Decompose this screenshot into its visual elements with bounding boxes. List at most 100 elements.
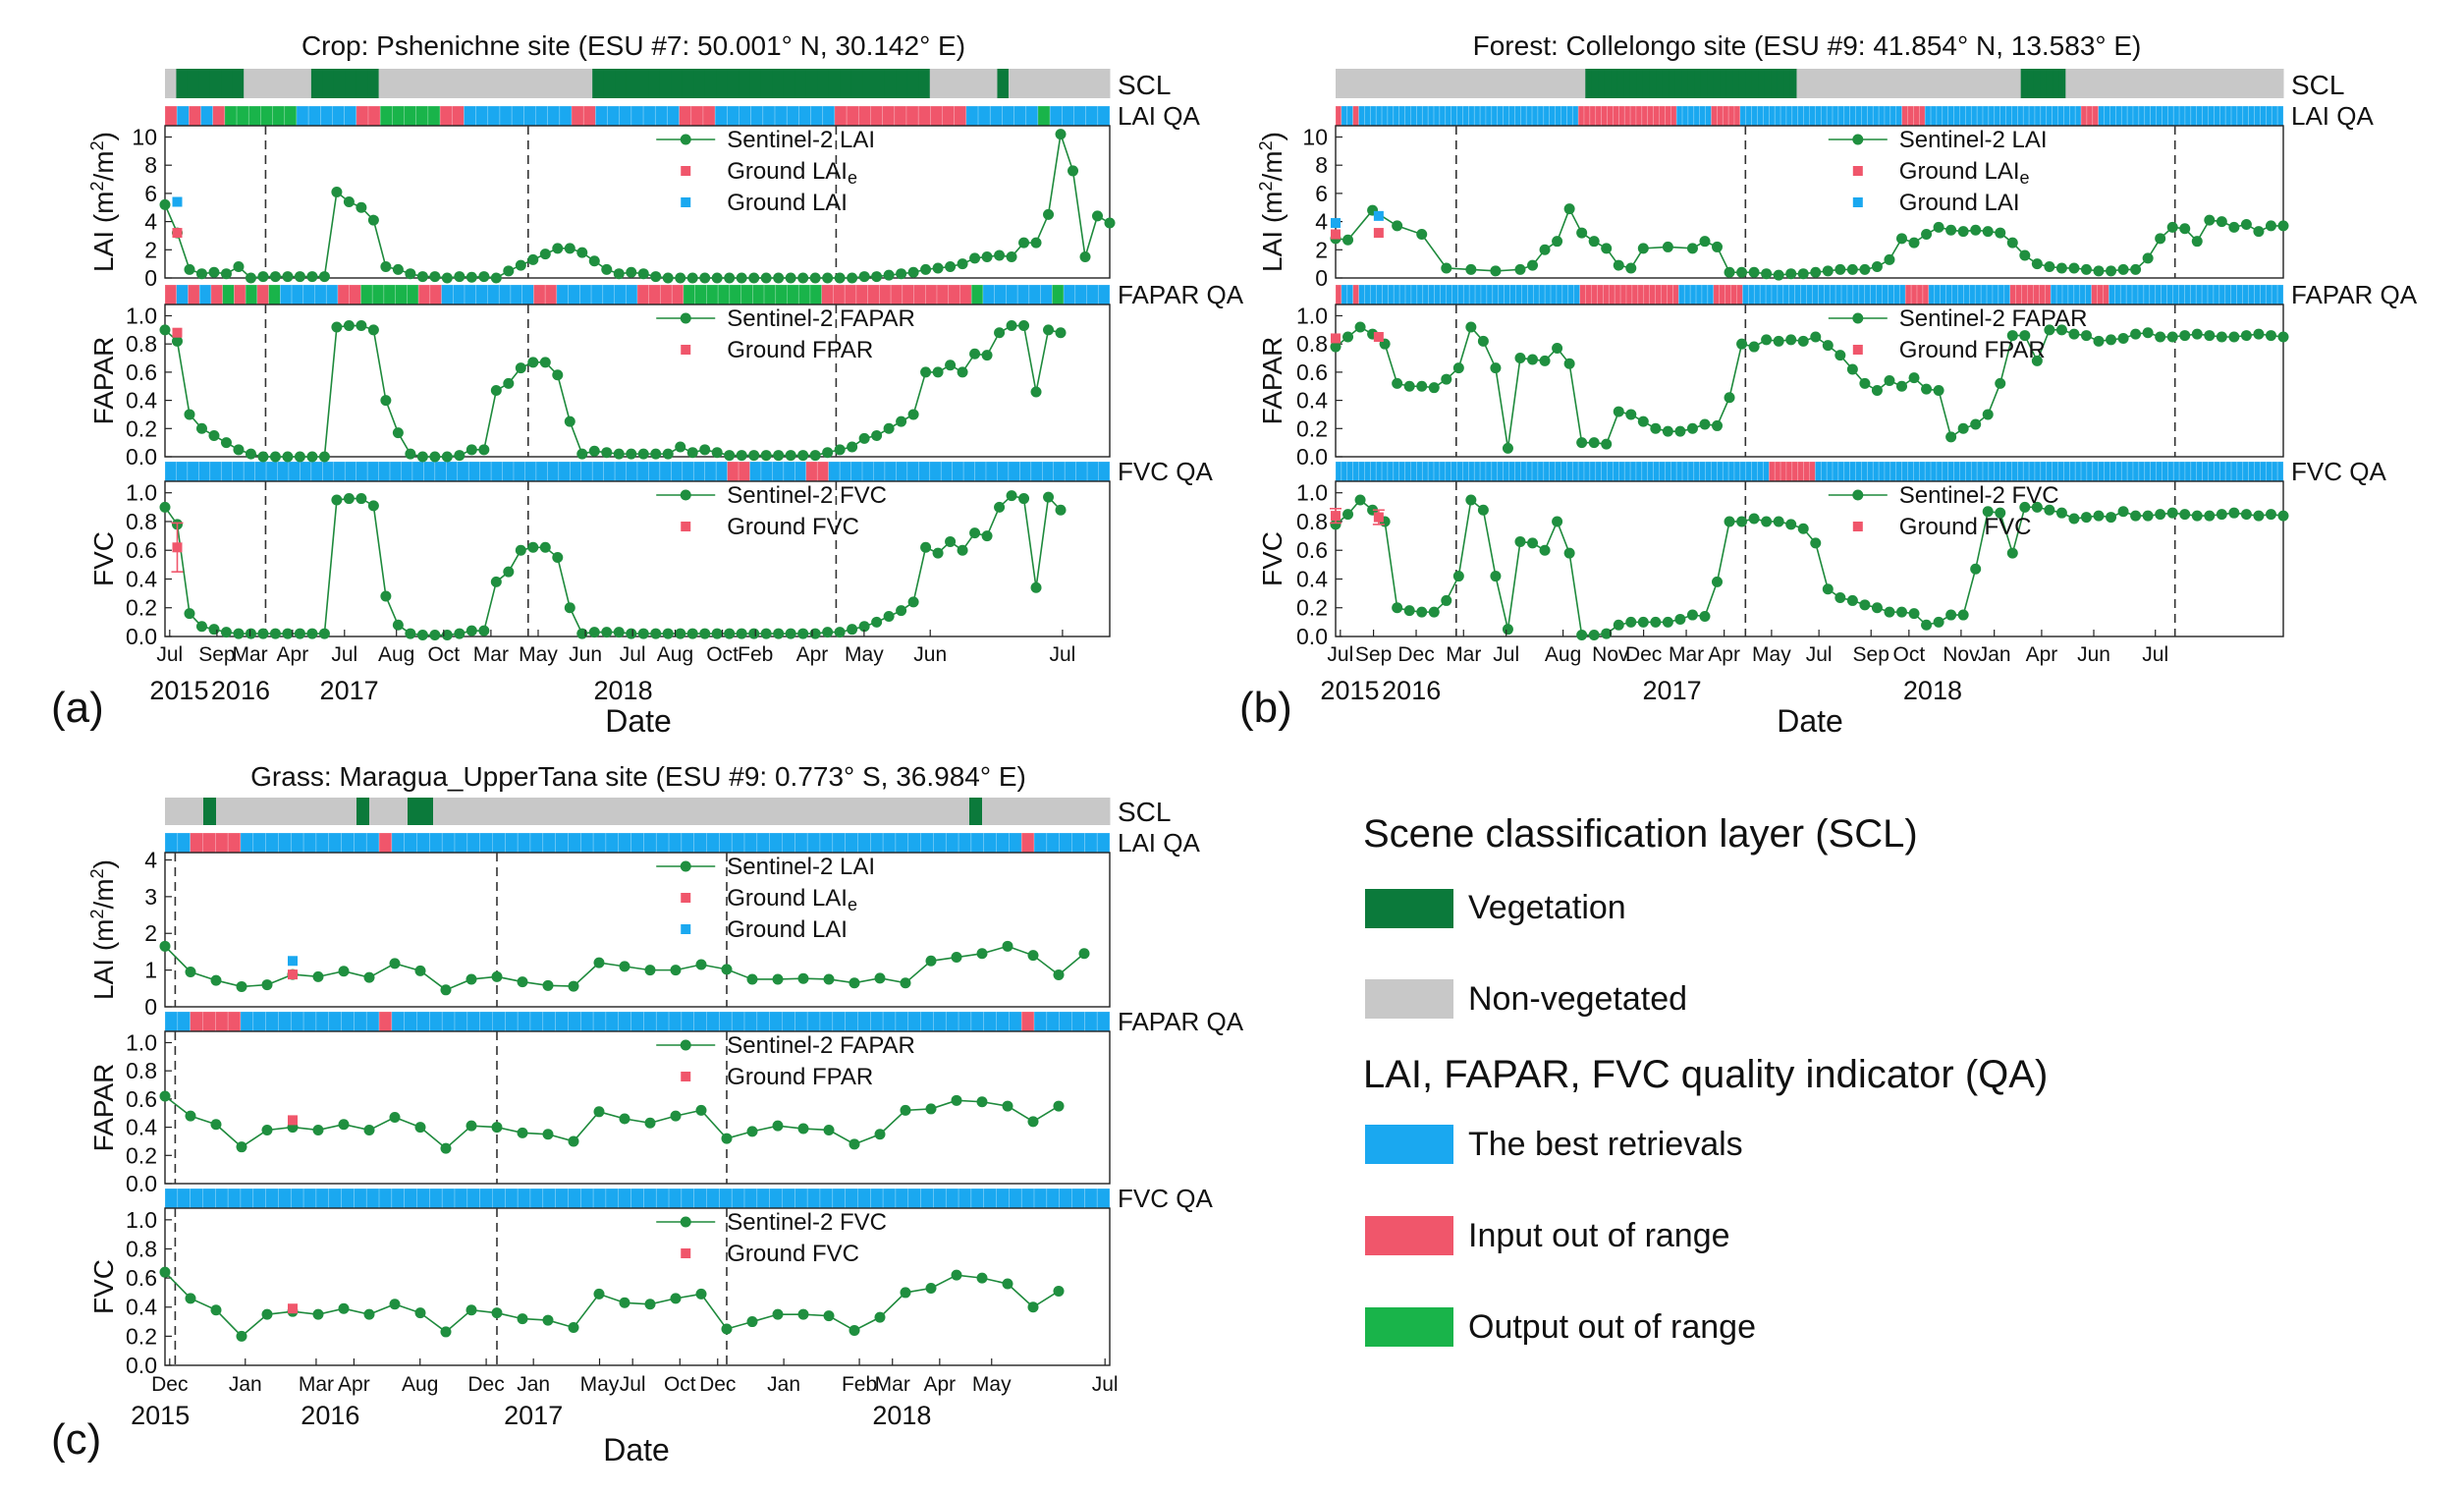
data-point <box>785 450 796 462</box>
data-point <box>748 450 760 462</box>
qa-cell <box>2201 284 2209 305</box>
data-point <box>2204 510 2216 522</box>
qa-cell <box>704 461 717 482</box>
qa-cell <box>176 461 189 482</box>
qa-cell <box>2125 284 2133 305</box>
data-point <box>695 1288 707 1300</box>
qa-cell <box>1785 461 1793 482</box>
qa-cell <box>845 1011 858 1032</box>
qa-cell <box>379 105 393 127</box>
data-point <box>695 1104 707 1116</box>
qa-cell <box>769 1011 783 1032</box>
data-point <box>2055 324 2067 336</box>
data-point <box>1724 392 1735 404</box>
scl-cell <box>682 69 694 98</box>
qa-cell <box>970 1011 985 1032</box>
scl-cell <box>1046 798 1060 825</box>
qa-cell <box>176 105 190 127</box>
data-point <box>1588 236 1600 248</box>
legend-entry: Ground LAIe <box>727 158 857 188</box>
data-point <box>389 1299 401 1310</box>
data-point <box>257 628 269 639</box>
y-tick-label: 0.6 <box>1296 537 1328 563</box>
data-point <box>920 263 932 275</box>
scl-cell <box>1508 69 1516 98</box>
data-point <box>1822 340 1834 352</box>
qa-cell <box>1913 461 1920 482</box>
x-month-label: Dec <box>1397 643 1434 666</box>
chart-c-ylabel-fvc: FVC <box>88 1259 119 1314</box>
scl-cell <box>2122 69 2131 98</box>
qa-cell <box>356 105 369 127</box>
scl-cell <box>2001 69 2009 98</box>
scl-cell <box>603 69 616 98</box>
data-point <box>490 272 502 284</box>
qa-cell <box>513 461 525 482</box>
data-point <box>1982 409 1994 420</box>
qa-cell <box>1613 105 1619 127</box>
data-point <box>1945 609 1957 621</box>
qa-cell <box>996 1188 1010 1209</box>
qa-cell <box>1693 461 1701 482</box>
scl-cell <box>884 69 897 98</box>
qa-cell <box>1730 284 1737 305</box>
qa-cell <box>2149 284 2157 305</box>
data-point <box>748 628 760 639</box>
scl-cell <box>345 69 357 98</box>
scl-cell <box>277 69 290 98</box>
qa-cell <box>1033 832 1048 854</box>
qa-cell <box>1422 284 1430 305</box>
x-month-label: May <box>580 1373 620 1396</box>
data-point <box>675 628 686 639</box>
qa-cell <box>2022 105 2030 127</box>
qa-cell <box>2131 284 2139 305</box>
data-point <box>306 451 318 463</box>
qa-cell <box>322 461 335 482</box>
x-month-label: May <box>972 1373 1012 1396</box>
qa-cell <box>2138 105 2146 127</box>
data-point <box>2142 327 2154 339</box>
qa-cell <box>212 105 226 127</box>
data-point <box>1342 509 1354 521</box>
scl-cell <box>2155 69 2163 98</box>
qa-cell <box>1876 284 1883 305</box>
qa-cell <box>920 1188 934 1209</box>
data-point <box>1625 262 1637 274</box>
qa-cell <box>344 461 356 482</box>
data-point <box>1452 571 1464 582</box>
chart-a-ylabel-fapar: FAPAR <box>88 337 119 425</box>
qa-cell <box>467 461 480 482</box>
qa-cell <box>668 1188 683 1209</box>
plot-frame <box>164 125 1111 279</box>
qa-cell <box>970 284 984 305</box>
x-month-label: Apr <box>277 643 309 666</box>
legend-marker-sample <box>1852 489 1864 501</box>
qa-cell <box>1725 284 1731 305</box>
data-point <box>951 952 962 964</box>
scl-cell <box>1540 69 1548 98</box>
data-point <box>670 1110 682 1122</box>
qa-cell <box>1601 105 1608 127</box>
qa-cell <box>2150 105 2157 127</box>
data-point <box>576 448 588 460</box>
qa-cell <box>252 832 266 854</box>
scl-cell <box>816 798 830 825</box>
legend-output-out-label: Output out of range <box>1468 1308 1756 1346</box>
data-point <box>588 627 600 638</box>
data-point <box>195 621 207 633</box>
data-point <box>159 940 171 952</box>
qa-cell <box>1641 461 1649 482</box>
scl-cell <box>1834 69 1842 98</box>
qa-cell <box>1591 284 1598 305</box>
scl-cell <box>382 798 396 825</box>
qa-cell <box>517 1011 531 1032</box>
qa-cell <box>882 1011 897 1032</box>
scl-cell <box>356 798 370 825</box>
qa-cell <box>1739 461 1747 482</box>
data-point <box>2068 513 2080 525</box>
qa-cell <box>1719 284 1725 305</box>
qa-cell <box>2098 461 2105 482</box>
qa-cell <box>2265 284 2272 305</box>
data-point <box>318 451 330 463</box>
